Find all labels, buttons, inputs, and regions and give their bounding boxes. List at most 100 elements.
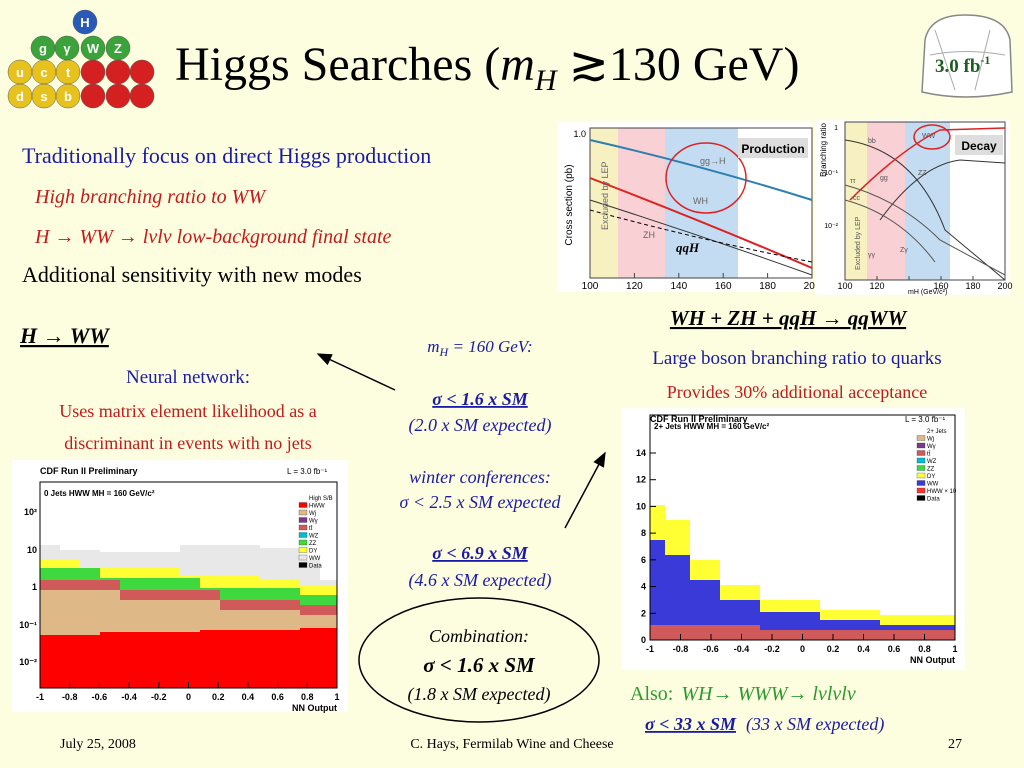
- also-line: Also: WH→ WWW→ lνlνlν: [630, 683, 856, 705]
- right-line: Large boson branching ratio to quarks: [652, 348, 941, 369]
- legend-swatch: [298, 554, 308, 561]
- y-tick-label: 10⁻¹: [19, 620, 37, 630]
- curve-label: gg: [880, 175, 888, 182]
- particle-label: t: [66, 65, 71, 80]
- combination-result: σ < 1.6 x SM: [423, 653, 536, 677]
- y-tick-label: 10⁻¹: [824, 170, 838, 177]
- y-tick-label: 8: [641, 528, 646, 538]
- legend-swatch: [916, 480, 926, 486]
- legend-label: DY: [927, 474, 935, 480]
- legend-swatch: [916, 472, 926, 479]
- band: [618, 128, 665, 278]
- legend-label: WZ: [927, 459, 937, 465]
- x-tick-label: 100: [837, 281, 852, 291]
- highlight: [665, 142, 747, 214]
- particle-label: Z: [114, 41, 122, 56]
- curve-label: cc: [853, 195, 861, 202]
- y-tick-label: 1.0: [573, 129, 586, 139]
- curve: [589, 209, 813, 263]
- particle-label: γ: [63, 41, 71, 56]
- curve-label: ττ: [850, 178, 856, 185]
- y-tick-label: 10⁻²: [19, 657, 37, 667]
- legend-label: HWW: [309, 504, 325, 510]
- footer-date: July 25, 2008: [60, 737, 136, 752]
- title-rest: ≳130 GeV): [557, 38, 800, 91]
- legend-swatch: [916, 442, 926, 449]
- title-text: Higgs Searches (: [175, 38, 500, 91]
- legend-label: Wj: [927, 437, 934, 443]
- x-tick-label: -1: [36, 692, 44, 702]
- x-tick-label: -0.6: [92, 692, 108, 702]
- curve-label: ZZ: [918, 170, 927, 177]
- legend-label: Wγ: [309, 519, 318, 525]
- x-tick-label: -0.4: [121, 692, 137, 702]
- curve-label: Zγ: [900, 247, 908, 254]
- curve: [589, 199, 813, 276]
- x-tick-label: 1: [952, 644, 957, 654]
- x-tick-label: -0.8: [673, 644, 689, 654]
- legend-label: HWW × 10: [927, 489, 957, 495]
- curve: [849, 127, 1006, 201]
- particle-icon: Hg γ W Zu c t d s b: [7, 9, 155, 109]
- y-tick-label: 10: [636, 501, 646, 511]
- x-tick-label: 120: [869, 281, 884, 291]
- highlight: [913, 124, 951, 150]
- x-tick-label: 0.6: [888, 644, 901, 654]
- legend-swatch: [916, 457, 926, 464]
- x-tick-label: 100: [582, 281, 599, 292]
- mass-sub: H: [439, 345, 450, 359]
- frame: [844, 121, 1006, 281]
- x-tick-label: -1: [646, 644, 654, 654]
- right-heading: WH + ZH + qqH → qqWW: [670, 306, 908, 330]
- legend-swatch: [298, 562, 308, 568]
- legend-swatch: [299, 495, 307, 500]
- center-expected: (2.0 x SM expected): [409, 415, 552, 436]
- plot-lumi: L = 3.0 fb⁻¹: [287, 467, 328, 476]
- footer-presenter: C. Hays, Fermilab Wine and Cheese: [410, 737, 613, 752]
- legend-label: DY: [309, 549, 317, 555]
- y-tick-label: 4: [641, 582, 646, 592]
- y-tick-label: 12: [636, 475, 646, 485]
- lepton: [80, 83, 106, 109]
- legend-label: Wγ: [927, 444, 936, 450]
- plot-subtitle: 2+ Jets HWW MH = 160 GeV/c²: [654, 422, 769, 431]
- legend-swatch: [916, 450, 926, 456]
- title-box: [738, 138, 808, 158]
- x-label: mH (GeV/c²): [908, 289, 947, 296]
- x-tick-label: 0.8: [301, 692, 314, 702]
- badge-sup: -1: [980, 53, 990, 67]
- x-tick-label: -0.2: [151, 692, 167, 702]
- right-line: Provides 30% additional acceptance: [667, 382, 927, 402]
- legend-swatch: [298, 524, 308, 531]
- curve: [589, 139, 813, 201]
- frame: [589, 127, 813, 279]
- legend-label: tt̄: [309, 525, 313, 532]
- x-tick-label: 0: [186, 692, 191, 702]
- curve: [844, 139, 1006, 281]
- curve-label: Excluded by LEP: [855, 216, 862, 270]
- arrow: [316, 353, 396, 391]
- curve: [844, 199, 936, 263]
- legend-swatch: [298, 517, 308, 523]
- left-heading: H → WW: [19, 323, 110, 348]
- x-label: NN Output: [910, 655, 955, 665]
- title-sub: H: [534, 64, 559, 97]
- x-tick-label: 0: [800, 644, 805, 654]
- legend-label: WZ: [309, 534, 319, 540]
- legend-label: Data: [927, 497, 940, 503]
- lepton: [105, 59, 131, 85]
- legend-label: tt̄: [927, 451, 931, 458]
- left-desc: Uses matrix element likelihood as a: [59, 401, 316, 421]
- legend-swatch: [298, 532, 308, 538]
- particle-label: b: [64, 89, 72, 104]
- y-tick-label: 0: [641, 635, 646, 645]
- particle-label: u: [16, 65, 24, 80]
- plot-lumi: L = 3.0 fb⁻¹: [905, 415, 946, 424]
- also-label: Also:: [630, 683, 673, 705]
- particle-label: c: [40, 65, 47, 80]
- particle-label: W: [87, 41, 100, 56]
- x-tick-label: -0.4: [734, 644, 750, 654]
- x-tick-label: 0.6: [271, 692, 284, 702]
- legend-swatch: [298, 539, 308, 546]
